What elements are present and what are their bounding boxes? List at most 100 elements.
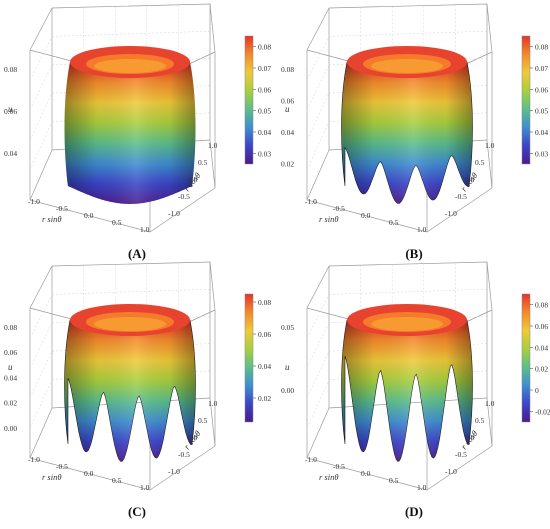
surface-plot [64, 46, 196, 204]
z-tick-label: 0.08 [281, 65, 294, 74]
y-tick-label: -1.0 [445, 467, 457, 476]
x-axis-label: r sinθ [319, 472, 339, 482]
x-tick-label: 0.5 [389, 218, 399, 227]
colorbar-tick-label: 0.07 [535, 64, 548, 73]
x-tick-label: -0.5 [56, 462, 68, 471]
colorbar: 0.08 0.07 0.06 0.05 0.04 0.03 [521, 35, 548, 165]
axis-labels: 0.080.060.040.02u-1.0-0.50.00.51.0r sinθ… [281, 65, 495, 234]
y-tick-label: 0.0 [188, 433, 198, 442]
surface-plot [341, 46, 473, 204]
x-tick-label: 0.0 [361, 469, 371, 478]
z-axis-label: u [8, 362, 13, 372]
surface-shading [341, 62, 473, 204]
z-tick-label: 0.00 [281, 386, 294, 395]
y-tick-label: 1.0 [485, 141, 495, 150]
x-axis-label: r sinθ [42, 214, 62, 224]
colorbar-tick-label: 0.08 [258, 298, 271, 307]
x-tick-label: 0.5 [389, 476, 399, 485]
y-tick-label: -1.0 [445, 209, 457, 218]
colorbar-tick-label: 0.05 [535, 107, 548, 116]
colorbar-tick-label: 0.06 [535, 85, 548, 94]
x-tick-label: 0.5 [112, 218, 122, 227]
x-tick-label: -1.0 [305, 197, 317, 206]
y-tick-label: -0.5 [178, 192, 190, 201]
colorbar-tick-label: 0.06 [535, 322, 548, 331]
colorbar-tick-label: 0.03 [535, 149, 548, 158]
colorbar-tick-label: 0.02 [258, 394, 271, 403]
x-tick-label: -1.0 [305, 455, 317, 464]
surface-hole-inner [371, 59, 443, 73]
colorbar-gradient [521, 35, 531, 165]
y-tick-label: -0.5 [455, 192, 467, 201]
z-tick-label: 0.02 [4, 399, 17, 408]
surface-hole-inner [94, 59, 166, 73]
colorbar-tick-label: 0.06 [258, 85, 271, 94]
z-tick-label: 0.06 [4, 348, 17, 357]
x-axis-label: r sinθ [319, 214, 339, 224]
surface-shading [341, 320, 473, 462]
x-tick-label: -1.0 [28, 455, 40, 464]
colorbar-tick-label: 0.08 [258, 43, 271, 52]
colorbar-tick-label: 0.08 [535, 43, 548, 52]
x-tick-label: 0.0 [84, 211, 94, 220]
caption-d: (D) [404, 504, 424, 519]
surface-plot [64, 304, 196, 462]
colorbar-gradient [521, 293, 531, 423]
colorbar: 0.08 0.07 0.06 0.05 0.04 0.03 [244, 35, 271, 165]
surface-plot [341, 304, 473, 462]
x-axis-label: r sinθ [42, 472, 62, 482]
y-tick-label: 0.5 [198, 158, 208, 167]
x-tick-label: 0.5 [112, 476, 122, 485]
y-tick-label: 1.0 [485, 399, 495, 408]
caption-b: (B) [405, 246, 423, 261]
surface-shading [64, 62, 196, 204]
y-tick-label: -1.0 [168, 209, 180, 218]
colorbar-tick-label: 0.07 [258, 64, 271, 73]
z-tick-label: 0.04 [281, 128, 294, 137]
colorbar-tick-label: 0 [535, 386, 539, 395]
surface-hole-inner [371, 317, 443, 331]
y-tick-label: -0.5 [178, 450, 190, 459]
x-tick-label: 0.0 [361, 211, 371, 220]
y-tick-label: 0.0 [465, 433, 475, 442]
z-tick-label: 0.00 [4, 424, 17, 433]
plot-panel-d: 0.050.00u-1.0-0.50.00.51.0r sinθ1.00.50.… [281, 261, 550, 492]
colorbar-tick-label: 0.04 [535, 343, 548, 352]
colorbar-gradient [244, 293, 254, 423]
y-tick-label: -1.0 [168, 467, 180, 476]
x-tick-label: 1.0 [417, 225, 427, 234]
colorbar-tick-label: 0.04 [535, 128, 548, 137]
x-tick-label: 1.0 [417, 483, 427, 492]
colorbar-tick-label: 0.04 [258, 128, 271, 137]
caption-a: (A) [127, 246, 147, 261]
y-tick-label: 1.0 [208, 399, 218, 408]
caption-c: (C) [127, 504, 147, 519]
colorbar-tick-label: 0.02 [535, 365, 548, 374]
z-tick-label: 0.06 [4, 107, 17, 116]
x-tick-label: 1.0 [140, 483, 150, 492]
z-axis-label: u [285, 362, 290, 372]
z-tick-label: 0.08 [4, 65, 17, 74]
colorbar-tick-label: 0.05 [258, 107, 271, 116]
y-tick-label: 0.5 [475, 416, 485, 425]
x-tick-label: -0.5 [333, 204, 345, 213]
plot-panel-b: 0.080.060.040.02u-1.0-0.50.00.51.0r sinθ… [281, 3, 548, 234]
colorbar-tick-label: 0.06 [258, 330, 271, 339]
y-tick-label: 1.0 [208, 141, 218, 150]
y-tick-label: 0.5 [475, 158, 485, 167]
colorbar-tick-label: 0.08 [535, 301, 548, 310]
z-tick-label: 0.08 [4, 323, 17, 332]
y-tick-label: -0.5 [455, 450, 467, 459]
x-tick-label: 1.0 [140, 225, 150, 234]
z-tick-label: 0.05 [281, 323, 294, 332]
colorbar-gradient [244, 35, 254, 165]
plot-box [29, 261, 216, 491]
z-axis-label: u [285, 104, 290, 114]
plot-panel-a: 0.080.060.04u-1.0-0.50.00.51.0r sinθ1.00… [4, 3, 271, 234]
colorbar-tick-label: -0.02 [535, 407, 550, 416]
z-tick-label: 0.04 [4, 149, 17, 158]
x-tick-label: -0.5 [333, 462, 345, 471]
surface-hole-inner [94, 317, 166, 331]
y-axis-label: r cosθ [459, 429, 480, 452]
